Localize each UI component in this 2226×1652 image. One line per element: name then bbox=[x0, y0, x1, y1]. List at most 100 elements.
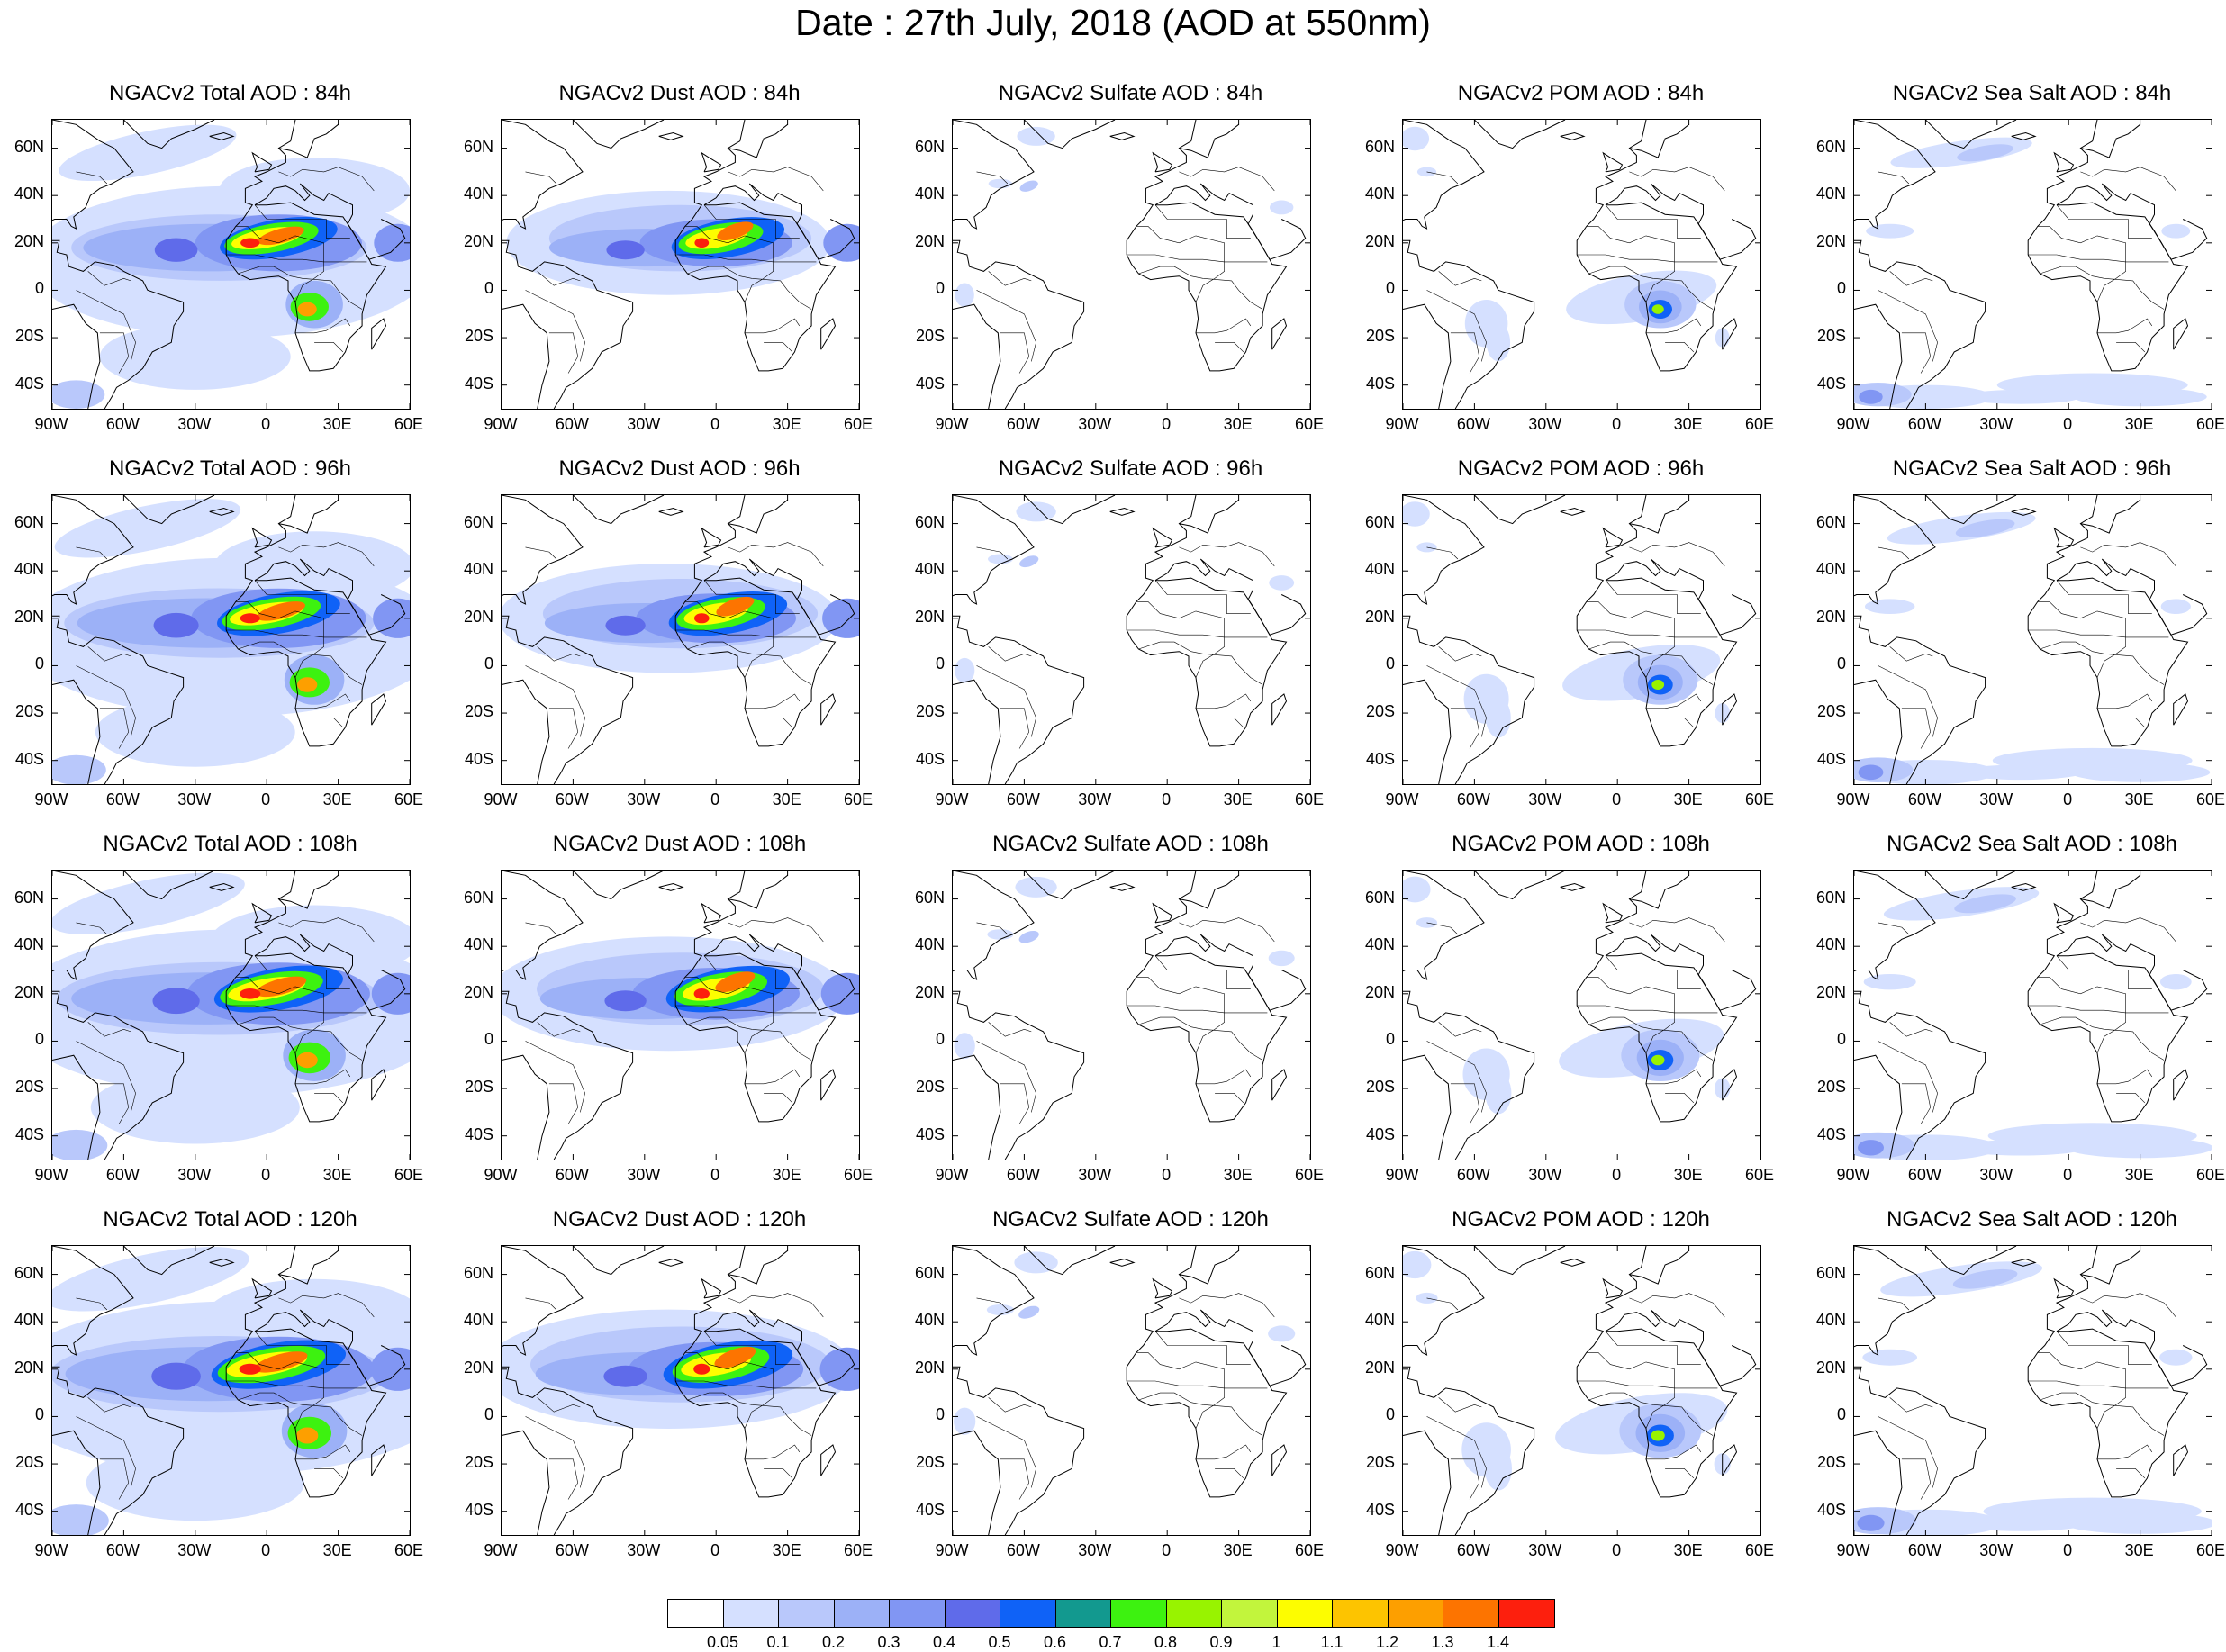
aod-plume bbox=[1952, 1268, 2018, 1289]
aod-plume bbox=[90, 1070, 300, 1144]
aod-plume bbox=[1019, 180, 1038, 192]
country-border bbox=[1665, 718, 1695, 728]
coastline bbox=[1403, 871, 1485, 980]
aod-map bbox=[1854, 1246, 2212, 1535]
lon-label: 30W bbox=[1528, 790, 1562, 808]
coastline bbox=[1247, 1345, 1307, 1386]
aod-plume bbox=[604, 990, 647, 1012]
country-border bbox=[1438, 646, 1482, 662]
lat-label: 20N bbox=[1364, 982, 1395, 1001]
panel-title: NGACv2 Total AOD : 120h bbox=[103, 1207, 357, 1232]
lon-label: 30W bbox=[1979, 1166, 2013, 1184]
country-border bbox=[1588, 641, 1714, 685]
aod-plume bbox=[2159, 974, 2192, 990]
colorbar-swatch bbox=[1277, 1600, 1333, 1627]
lat-label: 40N bbox=[1364, 560, 1395, 579]
country-border bbox=[1179, 1293, 1275, 1318]
lon-label: 0 bbox=[1612, 1166, 1622, 1184]
coastline bbox=[251, 1277, 273, 1299]
coastline bbox=[502, 495, 584, 605]
aod-plume bbox=[1863, 974, 1916, 990]
aod-map bbox=[502, 120, 859, 409]
map-frame bbox=[51, 494, 411, 785]
lon-label: 90W bbox=[34, 1166, 68, 1184]
coastline bbox=[1854, 990, 1986, 1160]
country-border bbox=[76, 171, 108, 185]
country-border bbox=[2037, 226, 2127, 302]
lon-label: 60E bbox=[1744, 1166, 1775, 1184]
country-border bbox=[1586, 1352, 1676, 1429]
lat-label: 40S bbox=[14, 1124, 44, 1143]
lon-label: 0 bbox=[2063, 790, 2073, 808]
country-border bbox=[295, 693, 351, 709]
lat-label: 60N bbox=[1364, 137, 1395, 156]
aod-plume bbox=[239, 1363, 261, 1375]
lon-label: 30W bbox=[1528, 1166, 1562, 1184]
lat-label: 60N bbox=[14, 1263, 44, 1282]
coastline bbox=[674, 120, 837, 372]
map-frame bbox=[501, 494, 860, 785]
country-border bbox=[2040, 266, 2165, 310]
coastline bbox=[1109, 1258, 1136, 1267]
country-border bbox=[1646, 318, 1702, 334]
country-border bbox=[684, 977, 774, 1053]
aod-plume bbox=[1268, 1325, 1296, 1342]
coastline bbox=[1925, 120, 2017, 149]
coastline bbox=[1605, 934, 1704, 976]
coastline bbox=[1629, 1250, 1689, 1285]
colorbar-label: 0.5 bbox=[988, 1633, 1011, 1651]
country-border bbox=[1426, 665, 1487, 737]
coastline bbox=[1697, 970, 1757, 1011]
coastline bbox=[1179, 874, 1239, 909]
aod-plume bbox=[59, 124, 237, 182]
coastline bbox=[1271, 318, 1288, 350]
lon-label: 0 bbox=[261, 790, 271, 808]
country-border bbox=[537, 646, 581, 662]
lat-label: 40N bbox=[914, 1311, 945, 1330]
lon-label: 90W bbox=[34, 790, 68, 808]
aod-plume bbox=[986, 1304, 1014, 1315]
lat-label: 20S bbox=[464, 1078, 493, 1097]
country-border bbox=[1196, 1444, 1252, 1460]
coastline bbox=[52, 120, 134, 230]
country-border bbox=[1665, 342, 1695, 353]
lat-label: 40N bbox=[914, 560, 945, 579]
lat-label: 20S bbox=[1816, 1078, 1846, 1097]
lat-label: 40S bbox=[915, 374, 945, 393]
country-border bbox=[1577, 1005, 1718, 1014]
lat-label: 20S bbox=[14, 327, 44, 346]
colorbar-swatch bbox=[723, 1600, 779, 1627]
country-border bbox=[1426, 1416, 1487, 1488]
lon-label: 60E bbox=[2195, 1166, 2226, 1184]
lon-label: 60W bbox=[1456, 1541, 1490, 1559]
lat-label: 40S bbox=[1365, 1500, 1395, 1519]
lon-label: 60E bbox=[843, 1166, 873, 1184]
country-border bbox=[235, 226, 325, 302]
coastline bbox=[953, 990, 1085, 1160]
lat-label: 40N bbox=[14, 935, 44, 954]
coastline bbox=[1722, 318, 1738, 350]
country-border bbox=[76, 1297, 108, 1311]
coastline bbox=[2027, 871, 2189, 1123]
country-border bbox=[76, 546, 108, 560]
country-border bbox=[525, 1416, 585, 1488]
aod-plume bbox=[86, 1445, 304, 1521]
lat-label: 0 bbox=[935, 1405, 945, 1424]
country-border bbox=[728, 1293, 824, 1318]
coastline bbox=[2080, 123, 2140, 158]
lon-label: 60W bbox=[105, 790, 140, 808]
country-border bbox=[1215, 718, 1244, 728]
lat-label: 40N bbox=[14, 560, 44, 579]
aod-plume bbox=[1961, 389, 2081, 404]
country-border bbox=[1878, 290, 1938, 362]
lat-label: 60N bbox=[914, 137, 945, 156]
lat-label: 60N bbox=[1815, 1263, 1846, 1282]
aod-plume bbox=[1957, 144, 2013, 162]
map-frame bbox=[1853, 119, 2212, 410]
aod-plume bbox=[1486, 323, 1511, 362]
lon-label: 30W bbox=[1979, 415, 2013, 433]
coastline bbox=[1403, 1246, 1485, 1356]
coastline bbox=[1854, 1430, 1903, 1535]
aod-plume bbox=[1651, 1430, 1665, 1441]
country-border bbox=[687, 641, 812, 685]
